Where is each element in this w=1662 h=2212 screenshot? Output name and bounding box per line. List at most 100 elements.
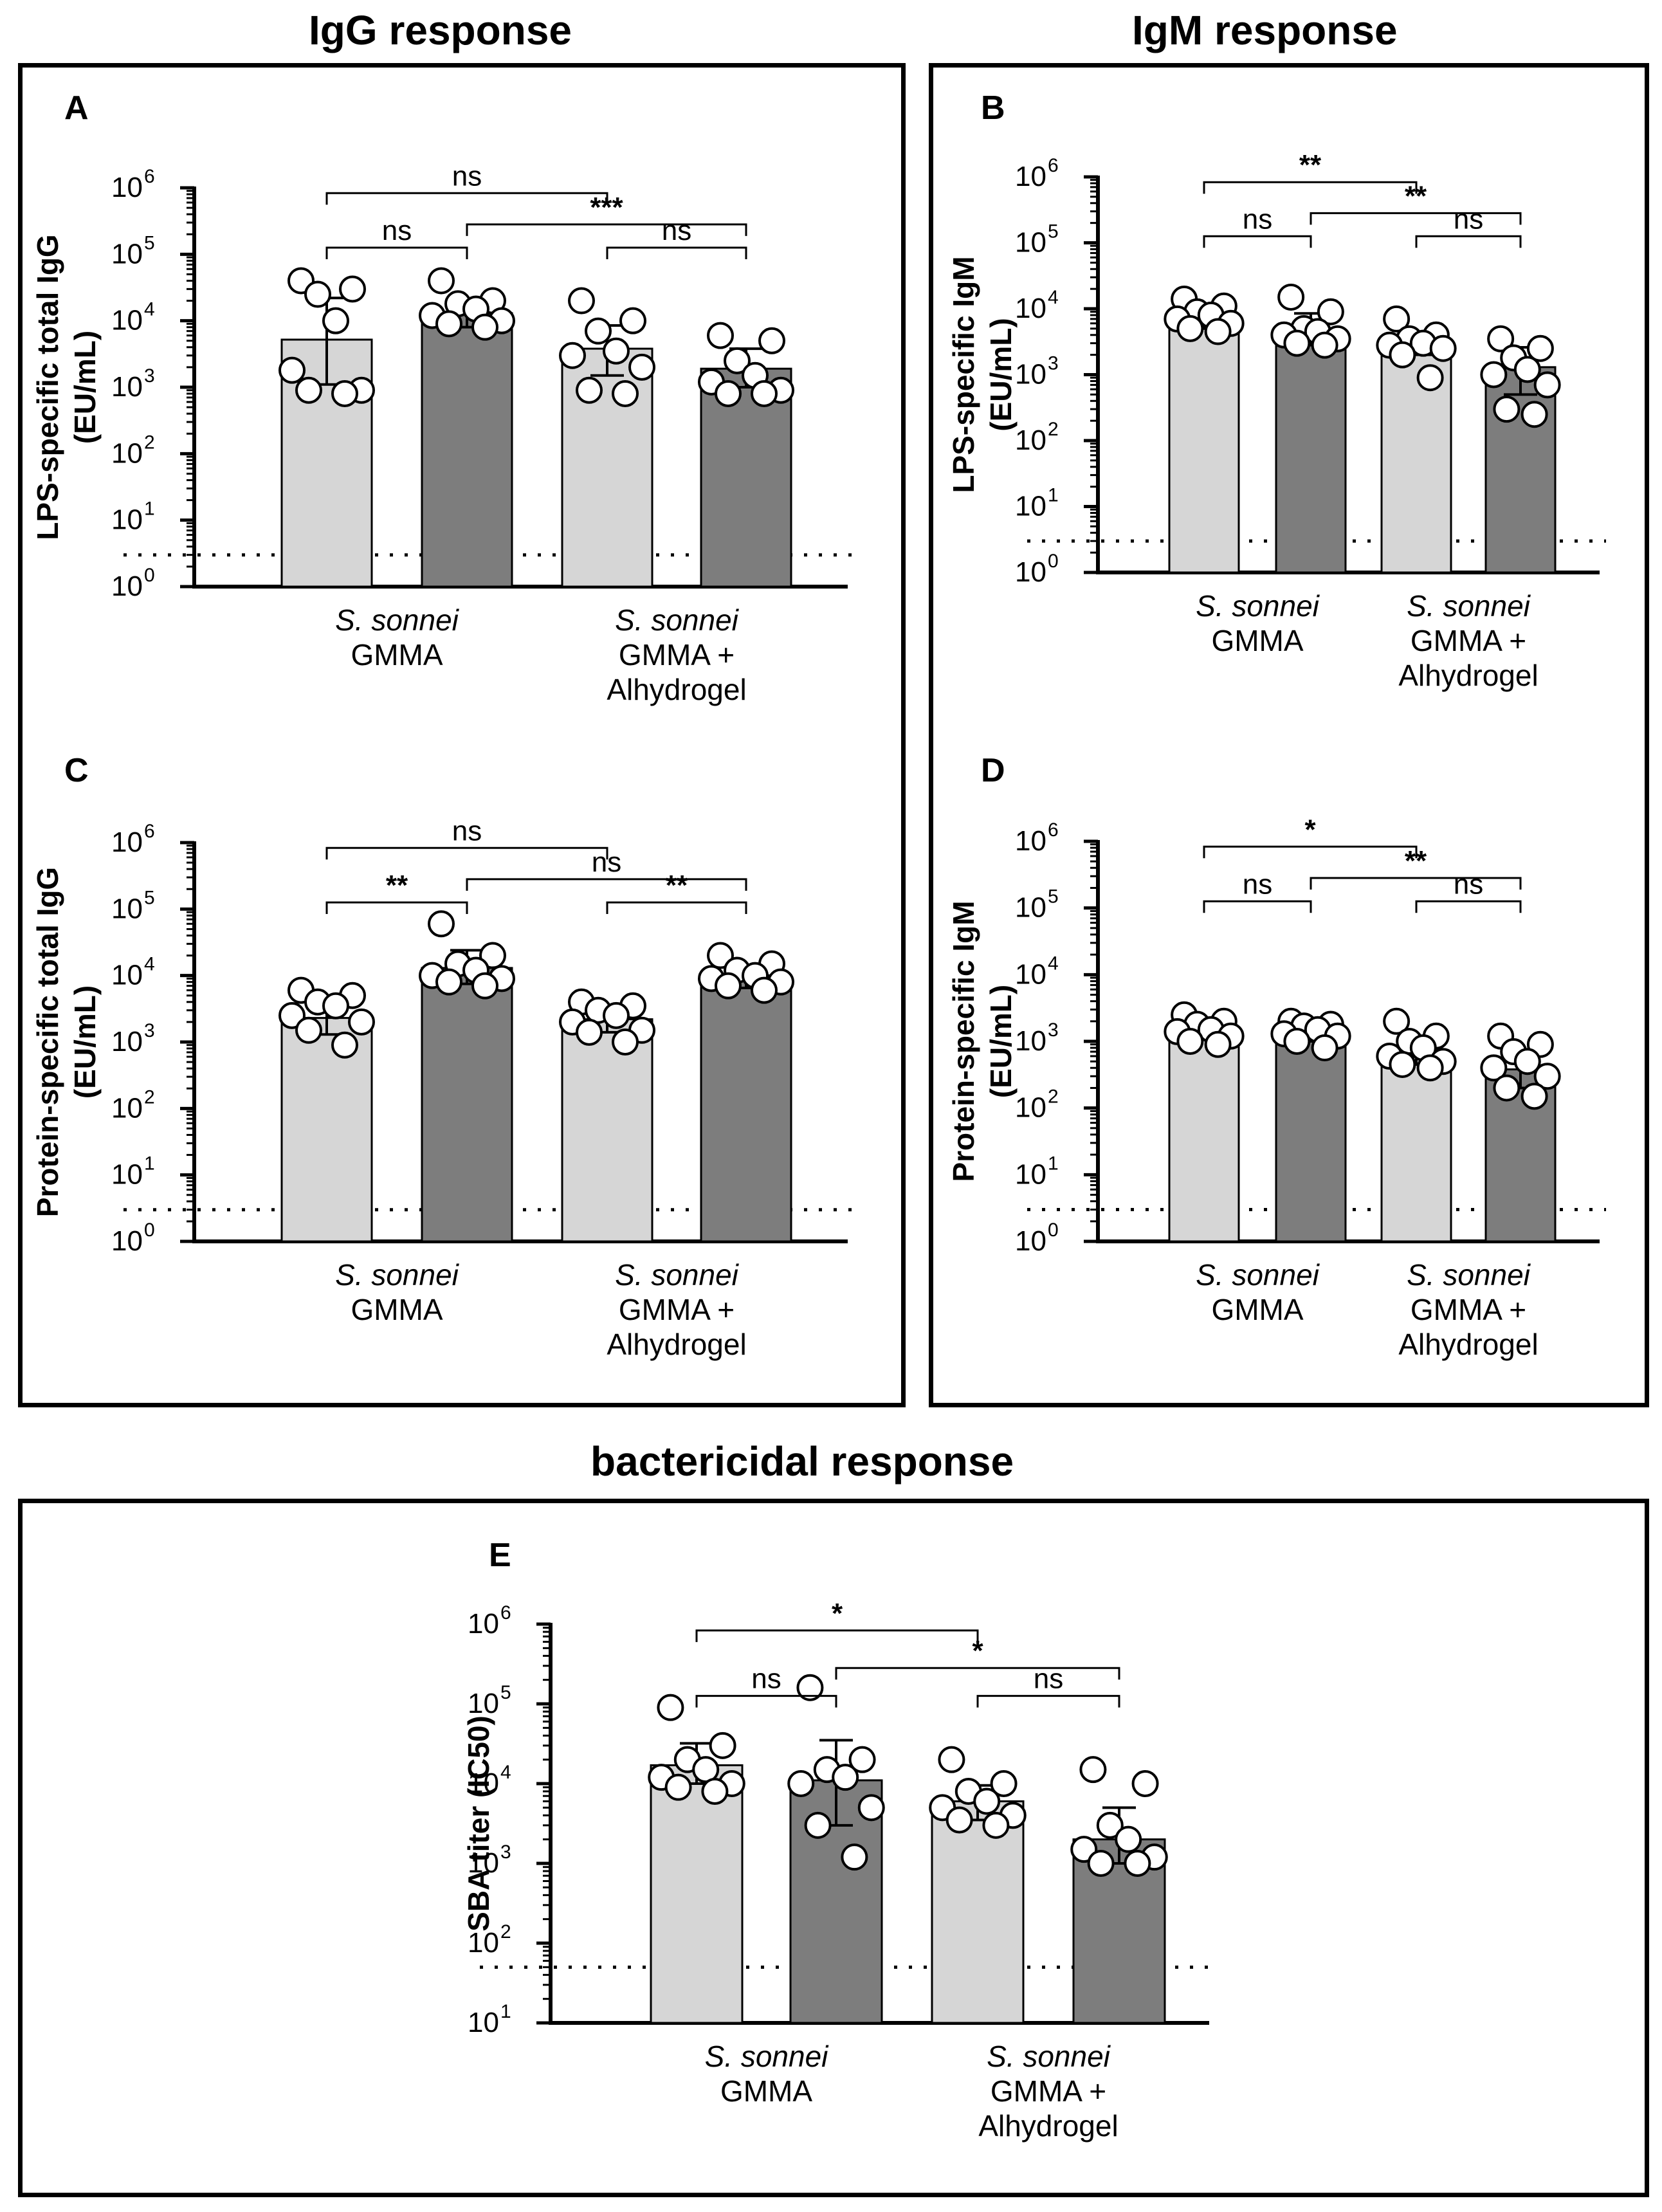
data-point [1520,401,1548,428]
y-tick-label: 10 [111,893,143,924]
significance-bracket [1415,900,1522,913]
y-tick-exponent: 6 [500,1602,511,1623]
data-point [724,347,751,374]
data-point [576,376,603,404]
data-point [1493,396,1520,423]
y-axis-label: SBA titer (IC50) [462,1715,495,1932]
significance-label: ** [1405,180,1427,212]
significance-label: ns [382,215,412,246]
significance-bracket [325,192,608,205]
y-tick-label: 10 [1015,227,1046,259]
y-tick-label: 10 [468,1608,499,1640]
y-tick-exponent: 0 [144,1220,155,1241]
x-group-label: GMMA + [1411,624,1526,657]
data-point [576,1018,603,1046]
y-tick-exponent: 1 [500,2001,511,2022]
y-tick-exponent: 4 [144,954,155,975]
data-point [664,1773,692,1801]
y-tick-label: 10 [468,1768,499,1799]
y-tick-exponent: 4 [1048,287,1059,308]
data-point [1493,1074,1520,1102]
significance-label: ** [1405,845,1427,877]
data-point [1204,318,1232,345]
y-tick-label: 10 [111,238,143,270]
significance-bracket [835,1667,1120,1680]
data-point [1317,298,1344,325]
data-point [1526,334,1554,362]
data-point [435,310,462,338]
y-tick-label: 10 [111,172,143,203]
x-group-label: Alhydrogel [1398,659,1538,692]
data-point [709,1732,736,1759]
y-tick-label: 10 [1015,825,1046,857]
bactericidal-section-title: bactericidal response [590,1438,1014,1485]
panel-label: A [64,89,89,127]
significance-label: * [972,1635,983,1667]
bar [700,977,792,1243]
y-tick-exponent: 3 [1048,353,1059,374]
y-tick-label: 10 [468,1688,499,1719]
bactericidal-panel-frame [18,1499,1649,2197]
y-tick-exponent: 6 [1048,819,1059,841]
y-tick-exponent: 0 [1048,1220,1059,1241]
panel-label: C [64,752,89,789]
y-tick-label: 10 [1015,958,1046,990]
data-point [1416,364,1444,392]
bar [700,367,792,588]
y-tick-label: 10 [111,1026,143,1057]
y-tick-exponent: 0 [144,565,155,586]
x-group-label: GMMA [1211,1293,1303,1326]
y-tick-label: 10 [1015,556,1046,588]
data-point [1513,356,1541,383]
panel-label: E [489,1537,511,1574]
data-point [1087,1850,1115,1877]
y-tick-exponent: 5 [1048,886,1059,908]
x-group-label: S. sonnei [1196,1258,1320,1292]
data-point [331,380,358,408]
panel-label: B [981,89,1005,127]
bar [931,1800,1025,2024]
data-point [982,1811,1010,1839]
data-point [857,1794,885,1822]
data-point [471,972,498,1000]
data-point [1480,361,1508,388]
bar [1275,331,1347,574]
x-group-label: S. sonnei [987,2040,1111,2073]
significance-label: ns [1243,868,1272,900]
data-point [1533,371,1561,399]
data-point [1383,305,1411,333]
data-point [715,380,742,408]
y-tick-label: 10 [468,1847,499,1879]
bar [280,1017,373,1243]
data-point [832,1764,859,1791]
x-group-label: S. sonnei [335,1258,460,1292]
data-point [787,1770,815,1797]
y-tick-exponent: 4 [144,299,155,320]
bar [650,1764,744,2024]
y-tick-label: 10 [111,1092,143,1124]
data-point [322,992,349,1019]
y-tick-exponent: 5 [1048,221,1059,242]
significance-bracket [695,1629,979,1642]
data-point [279,356,306,384]
y-tick-exponent: 6 [144,166,155,187]
significance-bracket [1203,181,1418,194]
igg-panel-frame [18,63,906,1407]
y-tick-exponent: 2 [1048,1086,1059,1108]
y-tick-label: 10 [1015,1225,1046,1257]
bar [561,347,653,588]
data-point [1283,1028,1311,1055]
significance-bracket [1203,900,1312,913]
significance-label: ns [452,815,482,846]
data-point [568,287,595,315]
significance-label: ns [1034,1663,1063,1695]
significance-label: ns [662,215,691,246]
y-axis-label: LPS-specific IgM [947,256,980,493]
data-point [1079,1756,1107,1784]
bar [421,312,513,588]
data-point [1520,1083,1548,1110]
y-axis-label-units: (EU/mL) [984,985,1018,1098]
data-point [339,275,366,303]
